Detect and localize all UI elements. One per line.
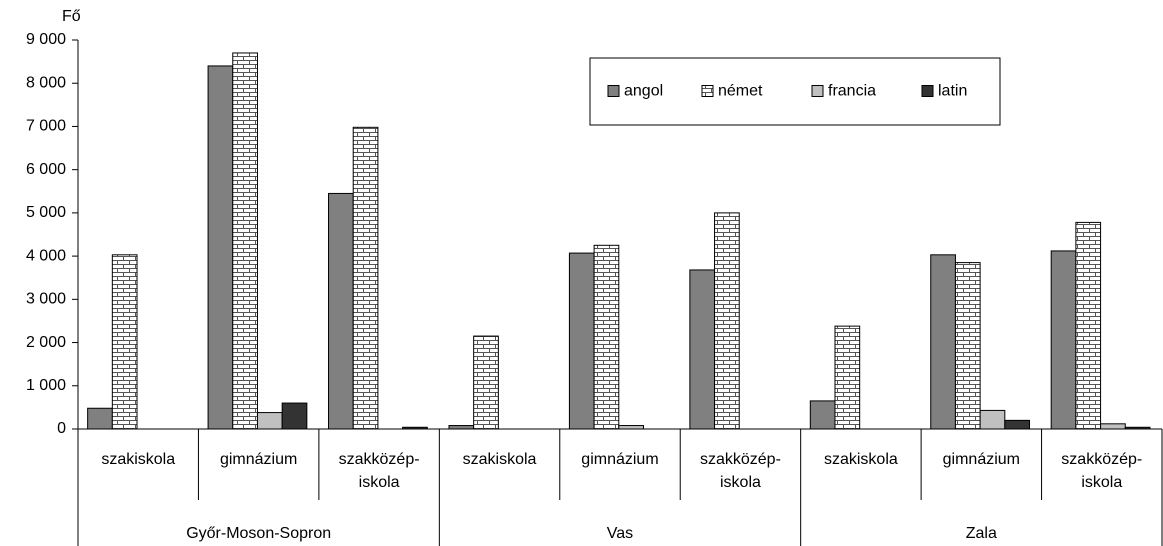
y-tick-label: 9 000 [26,31,66,48]
x-tick-label: szakközép-iskola [338,451,420,491]
bar [979,409,1006,430]
bar [593,244,620,430]
y-tick-label: 3 000 [26,291,66,308]
bar [1100,423,1126,430]
x-tick-label: gimnázium [581,451,659,468]
x-tick-label: szakközép-iskola [699,451,781,491]
legend-label: francia [828,83,876,100]
x-tick-label: szakközép-iskola [1061,451,1143,491]
y-tick-label: 5 000 [26,204,66,221]
x-tick-label: gimnázium [219,451,298,468]
y-tick-label: 0 [57,420,66,437]
legend-swatch [811,85,824,97]
legend-swatch [701,85,714,97]
bar [954,262,981,430]
y-tick-label: 8 000 [26,74,66,91]
bar [809,400,836,430]
bar [207,65,234,430]
y-tick-label: 1 000 [26,377,66,394]
bar [618,425,644,430]
y-tick-label: 4 000 [26,247,66,264]
bar [448,425,475,430]
group-label: Zala [965,525,997,542]
legend-label: latin [938,83,967,100]
bar [111,254,138,430]
bar [568,252,595,430]
bar [473,335,499,430]
bar [232,52,258,430]
x-tick-label: szakiskola [101,451,176,468]
x-tick-label: szakiskola [462,451,537,468]
bar [1004,419,1031,430]
y-tick-label: 2 000 [26,334,66,351]
bar [1050,250,1077,430]
bar [689,269,716,430]
legend-swatch [607,85,620,97]
y-tick-label: 6 000 [26,161,66,178]
legend-label: angol [624,83,663,100]
bar [256,412,283,430]
legend-label: német [718,83,763,100]
y-tick-label: 7 000 [26,118,66,135]
x-tick-label: szakiskola [823,451,898,468]
bar [281,402,308,430]
legend-swatch [921,85,934,97]
bar [714,212,740,430]
bar [930,254,956,430]
group-label: Győr-Moson-Sopron [186,525,332,542]
group-label: Vas [606,525,634,542]
y-axis-label: Fő [62,8,81,25]
bar [352,126,379,430]
bar [834,325,861,430]
bar [328,192,354,430]
bar [87,407,113,430]
x-tick-label: gimnázium [942,451,1020,468]
bar [1075,221,1102,430]
